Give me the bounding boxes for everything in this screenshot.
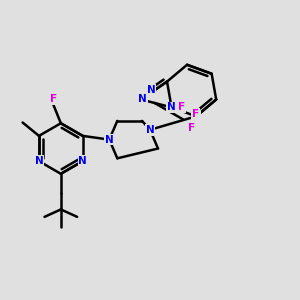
Text: N: N (192, 111, 200, 121)
Text: N: N (147, 85, 156, 95)
Text: F: F (50, 94, 57, 104)
Text: F: F (192, 109, 199, 119)
Text: F: F (188, 123, 195, 133)
Text: N: N (167, 102, 176, 112)
Text: N: N (146, 125, 154, 135)
Text: N: N (34, 156, 43, 166)
Text: F: F (178, 103, 185, 112)
Text: N: N (105, 135, 114, 145)
Text: N: N (138, 94, 147, 104)
Text: N: N (78, 156, 87, 166)
